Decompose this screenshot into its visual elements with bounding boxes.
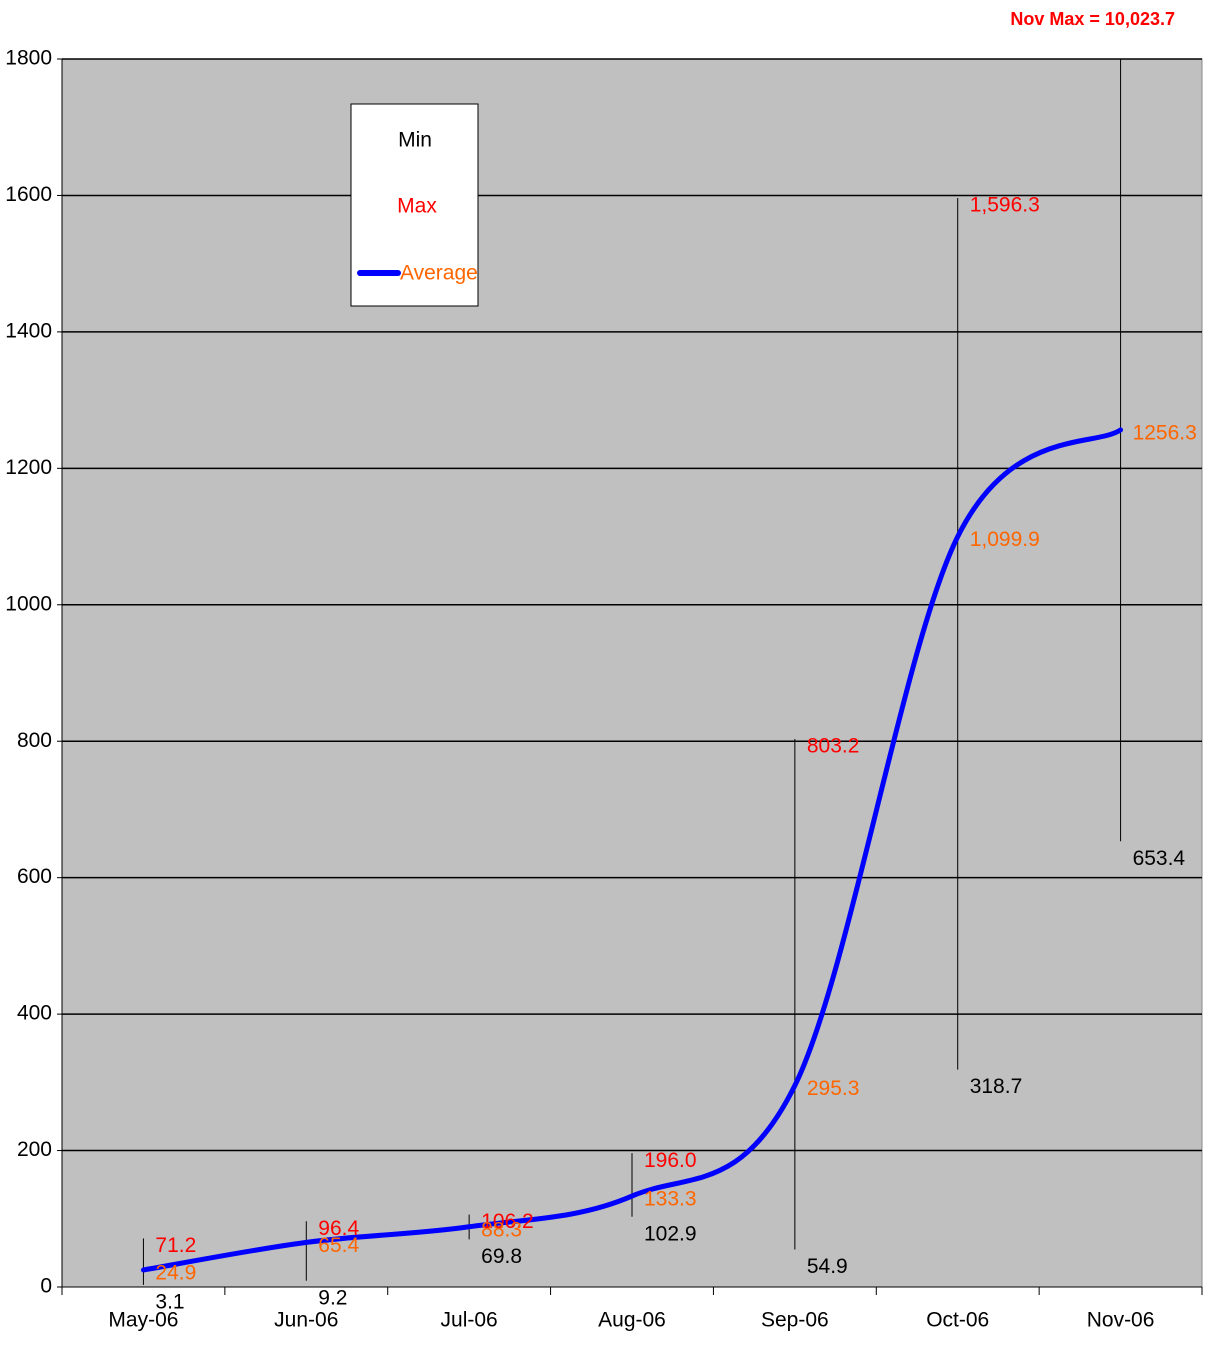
y-tick-label: 1400: [5, 319, 52, 342]
legend-label: Average: [400, 262, 478, 285]
x-tick-label: Jun-06: [274, 1309, 338, 1332]
max-label: 196.0: [644, 1149, 697, 1172]
x-tick-label: Sep-06: [761, 1309, 829, 1332]
y-tick-label: 1000: [5, 592, 52, 615]
y-tick-label: 800: [17, 729, 52, 752]
y-tick-label: 1800: [5, 47, 52, 70]
legend-label: Max: [397, 195, 437, 218]
plot-area: [61, 58, 1203, 1288]
x-tick-label: Aug-06: [598, 1309, 666, 1332]
average-label: 1256.3: [1133, 421, 1197, 444]
min-label: 3.1: [155, 1290, 184, 1313]
min-label: 54.9: [807, 1255, 848, 1278]
average-label: 133.3: [644, 1188, 697, 1211]
y-tick-label: 600: [17, 865, 52, 888]
x-tick-label: Oct-06: [926, 1309, 989, 1332]
y-tick-label: 0: [40, 1275, 52, 1298]
x-tick-label: May-06: [108, 1309, 178, 1332]
average-label: 1,099.9: [970, 528, 1040, 551]
min-label: 653.4: [1133, 847, 1186, 870]
x-tick-label: Jul-06: [441, 1309, 498, 1332]
plot-marks: [140, 59, 1124, 1285]
y-tick-label: 200: [17, 1138, 52, 1161]
average-label: 88.3: [481, 1218, 522, 1241]
max-label: 71.2: [155, 1234, 196, 1257]
average-label: 295.3: [807, 1077, 860, 1100]
max-label: 96.4: [318, 1217, 359, 1240]
annotation: Nov Max = 10,023.7: [1010, 9, 1175, 29]
legend-label: Min: [398, 129, 432, 152]
y-tick-label: 400: [17, 1002, 52, 1025]
x-tick-label: Nov-06: [1087, 1309, 1155, 1332]
max-label: 803.2: [807, 735, 860, 758]
min-label: 102.9: [644, 1222, 697, 1245]
average-line: [140, 427, 1124, 1273]
min-label: 318.7: [970, 1075, 1023, 1098]
average-label: 24.9: [155, 1262, 196, 1285]
y-tick-label: 1600: [5, 183, 52, 206]
y-tick-label: 1200: [5, 456, 52, 479]
max-label: 1,596.3: [970, 194, 1040, 217]
min-label: 9.2: [318, 1286, 347, 1309]
max-label: 106.2: [481, 1210, 534, 1233]
average-label: 65.4: [318, 1234, 359, 1257]
min-label: 69.8: [481, 1245, 522, 1268]
